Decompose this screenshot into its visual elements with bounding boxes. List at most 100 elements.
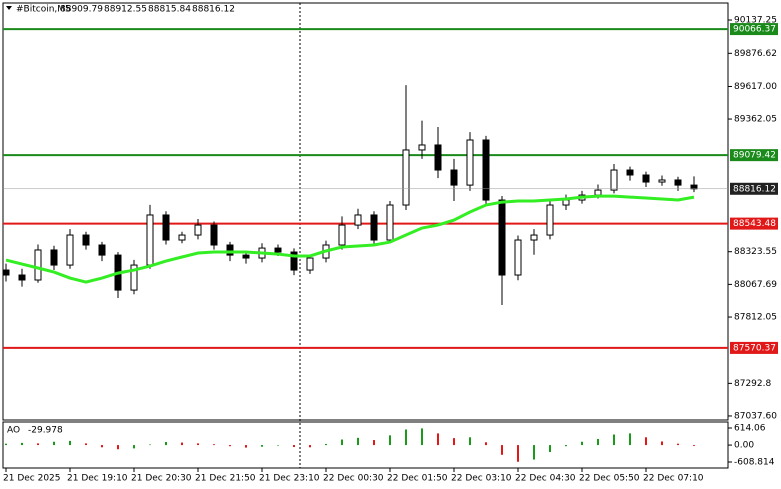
indicator-bar xyxy=(661,441,663,446)
candle-body xyxy=(466,139,474,186)
candle-body xyxy=(514,239,522,276)
indicator-bar xyxy=(37,443,39,446)
candle-body xyxy=(690,184,698,190)
candle-body xyxy=(418,144,426,151)
level-label-box xyxy=(730,217,778,230)
candle-body xyxy=(178,234,186,241)
candle-body xyxy=(546,204,554,236)
x-tick-label: 21 Dec 2025 xyxy=(3,474,61,484)
candle-body xyxy=(354,214,362,226)
symbol-arrow xyxy=(6,6,12,10)
candle-body xyxy=(82,234,90,246)
y-tick-label: 88323.55 xyxy=(734,247,777,257)
indicator-bar xyxy=(357,437,359,446)
candle-body xyxy=(626,169,634,176)
indicator-bar xyxy=(421,428,423,446)
candle-body xyxy=(66,234,74,266)
candle-body xyxy=(434,144,442,171)
header-open: 88909.79 xyxy=(60,5,103,15)
indicator-bar xyxy=(149,444,151,446)
indicator-bar xyxy=(677,443,679,446)
indicator-bar xyxy=(277,445,279,446)
candle-body xyxy=(402,149,410,206)
indicator-bar xyxy=(565,445,567,447)
header-close: 88816.12 xyxy=(192,5,235,15)
x-tick-label: 22 Dec 01:50 xyxy=(387,474,448,484)
x-tick-label: 22 Dec 04:30 xyxy=(515,474,576,484)
candle-body xyxy=(642,174,650,183)
candle-body xyxy=(482,139,490,201)
indicator-bar xyxy=(533,445,535,460)
candle-body xyxy=(274,247,282,253)
candle-body xyxy=(2,269,10,276)
candle-body xyxy=(594,189,602,196)
candle-body xyxy=(306,257,314,271)
header-low: 88815.84 xyxy=(148,5,191,15)
indicator-bar xyxy=(469,437,471,446)
indicator-bar xyxy=(213,444,215,446)
x-tick-label: 21 Dec 20:30 xyxy=(131,474,192,484)
level-label: 90066.37 xyxy=(733,25,776,35)
candle-body xyxy=(34,249,42,281)
indicator-bar xyxy=(197,443,199,446)
candle-body xyxy=(370,214,378,241)
candle-body xyxy=(562,199,570,206)
indicator-bar xyxy=(21,442,23,446)
indicator-y-tick-label: 614.06 xyxy=(734,424,766,434)
indicator-bar xyxy=(389,435,391,446)
indicator-bar xyxy=(613,434,615,446)
indicator-y-tick-label: -608.814 xyxy=(734,457,775,467)
y-tick-label: 89617.00 xyxy=(734,82,777,92)
indicator-bar xyxy=(325,443,327,446)
indicator-panel xyxy=(2,421,729,469)
level-label: 88543.48 xyxy=(733,219,776,229)
candle-body xyxy=(146,214,154,266)
indicator-bar xyxy=(501,445,503,455)
candle-body xyxy=(98,244,106,256)
indicator-bar xyxy=(229,445,231,447)
indicator-bar xyxy=(549,445,551,453)
candle-body xyxy=(210,224,218,246)
symbol: #Bitcoin,M5 xyxy=(16,5,71,15)
indicator-bar xyxy=(165,442,167,446)
candle-body xyxy=(162,214,170,241)
indicator-bar xyxy=(517,445,519,462)
y-tick-label: 87292.8 xyxy=(734,379,771,389)
indicator-bar xyxy=(597,438,599,446)
indicator-bar xyxy=(69,440,71,446)
indicator-bar xyxy=(293,445,295,448)
indicator-name: AO xyxy=(7,426,20,436)
indicator-bar xyxy=(53,441,55,446)
indicator-bar xyxy=(485,442,487,446)
indicator-bar xyxy=(437,433,439,446)
indicator-bar xyxy=(645,437,647,446)
y-tick-label: 90137.25 xyxy=(734,16,777,26)
indicator-bar xyxy=(693,445,695,446)
candle-body xyxy=(610,169,618,191)
candle-body xyxy=(674,179,682,186)
x-tick-label: 21 Dec 23:10 xyxy=(259,474,320,484)
x-tick-label: 21 Dec 19:10 xyxy=(67,474,128,484)
indicator-bar xyxy=(133,445,135,449)
level-label-box xyxy=(730,23,778,36)
candle-body xyxy=(530,234,538,241)
indicator-bar xyxy=(405,429,407,446)
moving-average xyxy=(5,194,695,284)
indicator-bar xyxy=(261,445,263,447)
current-price-label: 88816.12 xyxy=(733,184,776,194)
level-label-box xyxy=(730,149,778,162)
indicator-bar xyxy=(629,433,631,446)
current-price-box xyxy=(730,182,778,195)
indicator-y-tick-label: 0.00 xyxy=(734,441,754,451)
y-tick-label: 89362.05 xyxy=(734,115,777,125)
indicator-bar xyxy=(5,443,7,446)
level-label-box xyxy=(730,341,778,354)
x-tick-label: 22 Dec 03:10 xyxy=(451,474,512,484)
indicator-bar xyxy=(341,439,343,446)
candle-body xyxy=(386,204,394,241)
main-panel xyxy=(2,2,729,421)
candle-body xyxy=(194,224,202,236)
candle-body xyxy=(18,274,26,281)
y-tick-label: 87037.60 xyxy=(734,411,777,421)
